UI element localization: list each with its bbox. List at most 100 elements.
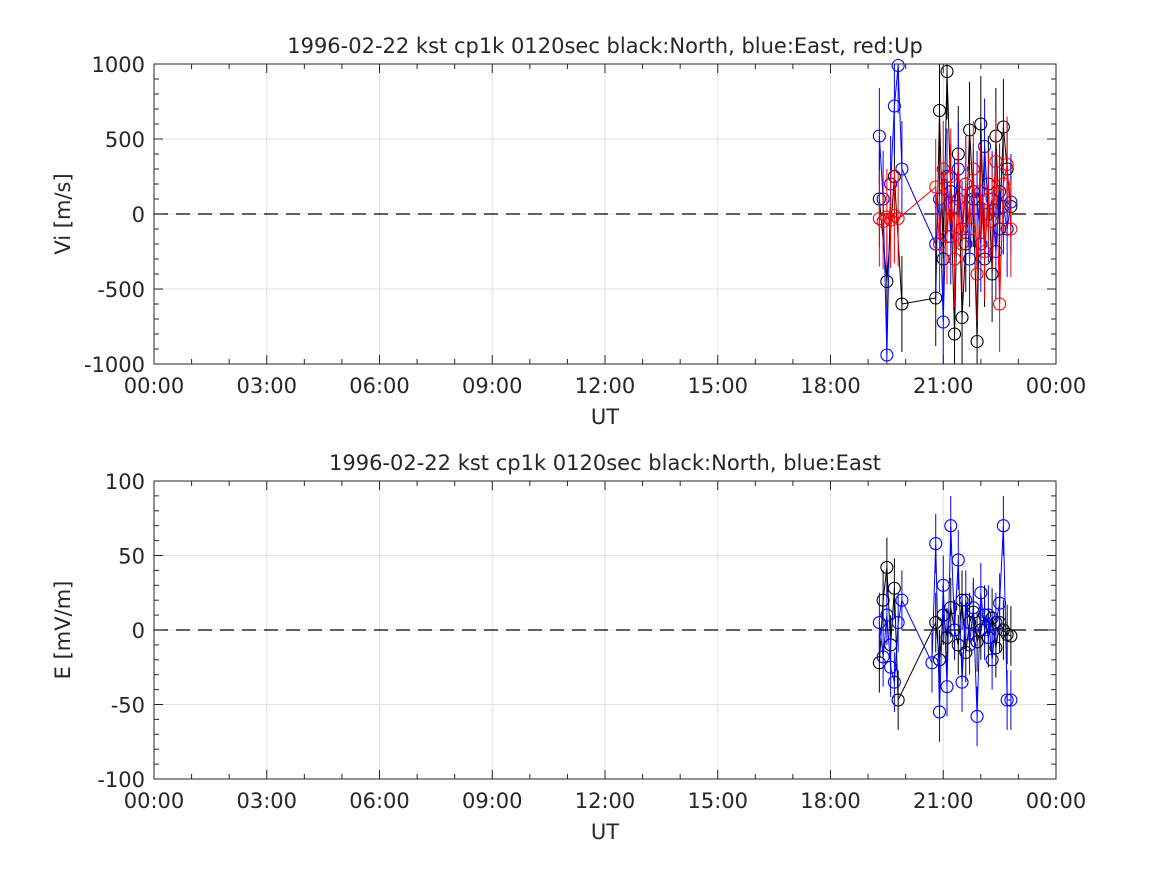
y-tick-label: -100 — [97, 768, 145, 792]
x-tick-label: 00:00 — [1026, 374, 1087, 398]
data-point-east — [880, 608, 894, 622]
plot-layer: 00:00 03:00 06:00 09:00 12:00 15:00 18:00 21:00… — [97, 470, 1086, 813]
x-tick-label: 12:00 — [575, 789, 636, 813]
data-point-north — [951, 638, 965, 652]
data-point-up — [959, 177, 973, 191]
data-point-east — [936, 315, 950, 329]
data-point-east — [944, 229, 958, 244]
data-point-north — [887, 581, 901, 595]
data-point-east — [966, 601, 980, 615]
y-tick-label: 0 — [132, 619, 145, 643]
data-point-up — [951, 192, 965, 206]
data-point-north — [944, 601, 958, 615]
series-line-east — [878, 65, 1012, 356]
electric-field-panel: 1996-02-22 kst cp1k 0120sec black:North,… — [51, 451, 1086, 844]
x-tick-label: 00:00 — [124, 374, 185, 398]
x-tick-label: 21:00 — [913, 789, 974, 813]
data-point-up — [932, 237, 947, 251]
data-point-up — [929, 180, 943, 194]
data-point-east — [970, 709, 984, 723]
data-point-up — [970, 267, 984, 281]
data-point-east — [989, 615, 1003, 630]
data-point-north — [940, 630, 954, 645]
data-point-up — [944, 169, 958, 184]
efield-title: 1996-02-22 kst cp1k 0120sec black:North,… — [329, 451, 881, 475]
data-point-east — [887, 675, 901, 689]
data-point-north — [955, 310, 969, 325]
data-point-up — [876, 214, 890, 229]
data-point-east — [932, 705, 947, 719]
data-point-east — [929, 237, 943, 251]
data-point-east — [978, 623, 992, 637]
data-point-north — [974, 623, 988, 637]
data-point-east — [925, 656, 939, 670]
data-point-up — [985, 214, 999, 229]
data-point-east — [963, 638, 977, 652]
plot-layer: 00:00 03:00 06:00 09:00 12:00 15:00 18:00 21:00… — [84, 53, 1086, 398]
data-point-east — [895, 593, 909, 607]
data-point-east — [880, 348, 894, 362]
data-point-north — [947, 327, 962, 341]
y-tick-label: 500 — [105, 128, 145, 152]
data-point-east — [891, 58, 905, 73]
data-point-east — [1004, 693, 1018, 707]
data-point-east — [940, 169, 954, 184]
data-point-east — [993, 596, 1007, 610]
data-point-east — [895, 162, 909, 176]
data-point-east — [872, 615, 886, 630]
data-point-north — [974, 117, 988, 131]
velocity-title: 1996-02-22 kst cp1k 0120sec black:North,… — [287, 34, 923, 58]
y-tick-label: -500 — [97, 278, 145, 302]
data-point-north — [959, 237, 973, 251]
data-point-up — [993, 297, 1007, 311]
data-point-up — [981, 192, 995, 206]
data-point-east — [951, 553, 965, 567]
x-tick-label: 15:00 — [687, 374, 748, 398]
data-point-north — [936, 252, 950, 266]
data-point-up — [947, 252, 962, 266]
y-tick-label: -50 — [111, 694, 145, 718]
data-point-up — [891, 211, 905, 226]
data-point-north — [932, 103, 947, 118]
x-tick-label: 03:00 — [236, 374, 297, 398]
data-point-north — [932, 653, 947, 667]
data-point-up — [887, 208, 901, 223]
data-point-up — [963, 222, 977, 236]
data-point-east — [887, 99, 901, 113]
data-point-north — [970, 635, 984, 649]
data-point-east — [872, 129, 886, 143]
data-point-up — [974, 184, 988, 199]
velocity-ylabel: Vi [m/s] — [51, 173, 75, 254]
data-point-up — [936, 162, 950, 176]
efield-ylabel: E [mV/m] — [51, 581, 75, 680]
data-point-up — [996, 177, 1010, 191]
y-tick-label: -1000 — [84, 353, 145, 377]
data-point-up — [1000, 157, 1014, 172]
data-point-east — [955, 675, 969, 689]
x-tick-label: 00:00 — [1026, 789, 1087, 813]
x-tick-label: 06:00 — [349, 789, 410, 813]
y-tick-label: 0 — [132, 203, 145, 227]
data-point-east — [940, 680, 954, 694]
data-point-east — [876, 650, 890, 664]
data-point-up — [955, 237, 969, 251]
data-point-north — [891, 693, 905, 707]
data-point-east — [996, 519, 1010, 533]
x-tick-label: 09:00 — [462, 789, 523, 813]
data-point-east — [947, 623, 962, 637]
data-point-up — [1004, 222, 1018, 236]
x-tick-label: 18:00 — [800, 374, 861, 398]
x-tick-label: 21:00 — [913, 374, 974, 398]
data-point-east — [884, 660, 898, 674]
data-point-up — [884, 213, 898, 227]
x-tick-label: 00:00 — [124, 789, 185, 813]
data-point-up — [966, 162, 980, 176]
data-point-east — [981, 608, 995, 622]
x-tick-label: 12:00 — [575, 374, 636, 398]
series-up — [872, 113, 1018, 352]
data-point-up — [940, 229, 954, 244]
data-point-east — [944, 519, 958, 533]
efield-xlabel: UT — [591, 820, 619, 844]
series-east — [872, 495, 1018, 747]
